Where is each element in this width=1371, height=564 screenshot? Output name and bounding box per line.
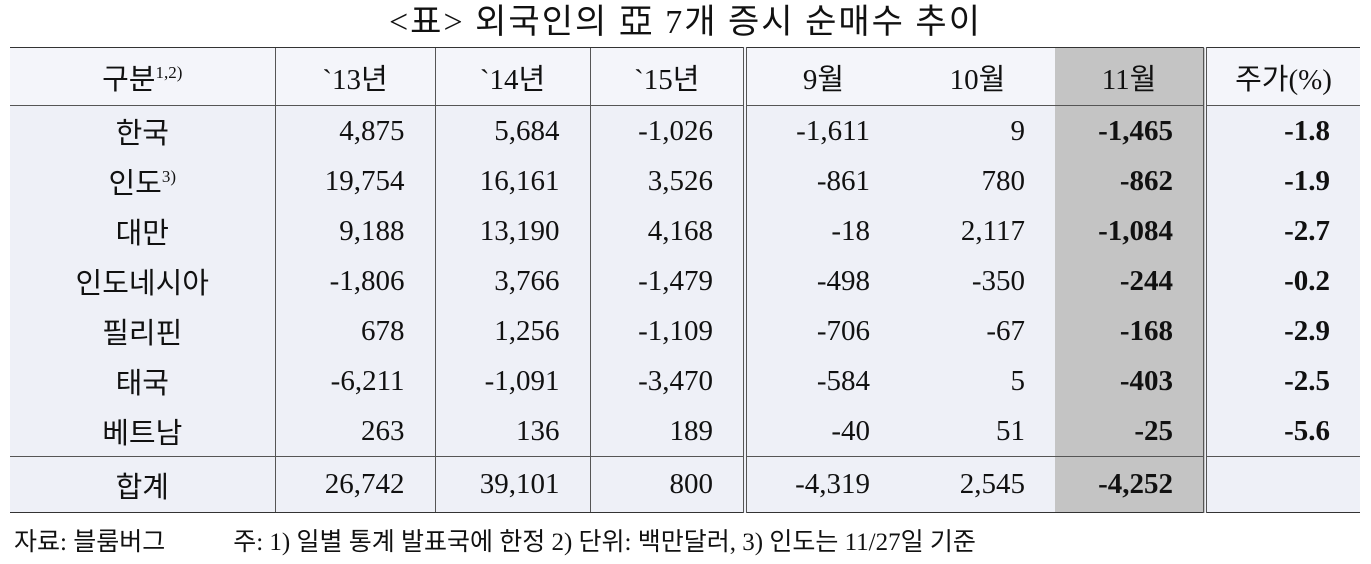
cell: -350 — [971, 264, 1025, 297]
cell: -168 — [1055, 306, 1205, 356]
cell: 주가(%) — [1203, 47, 1360, 106]
cell: -1,465 — [1055, 105, 1205, 156]
cell: -5.6 — [1203, 406, 1360, 457]
cell: 9월 — [743, 47, 900, 106]
cell: -1.8 — [1203, 105, 1360, 156]
cell: -1,611 — [743, 105, 900, 156]
cell: -6,211 — [274, 356, 435, 406]
cell: `13년 — [274, 47, 435, 106]
cell: 1,256 — [434, 306, 590, 356]
cell: -2.9 — [1203, 306, 1360, 356]
table-body: 구분1,2) `13년 `14년 `15년 9월 10월 11월 주가(%) 한국 4,875 5,… — [10, 47, 1360, 513]
label-text: 베트남 — [102, 418, 183, 450]
cell: -40 — [743, 406, 900, 457]
cell: -2.5 — [1203, 356, 1360, 406]
label-text: 필리핀 — [102, 318, 183, 350]
body-row: 태국 -6,211 -1,091 -3,470 -584 5 -403 -2.5 — [10, 356, 1360, 406]
row-label: 인도네시아 — [10, 256, 275, 306]
row-label: 대만 — [10, 206, 275, 256]
cell: 11월 — [1055, 47, 1205, 106]
label-text: 합계 — [115, 471, 169, 504]
body-row: 한국 4,875 5,684 -1,026 -1,611 9 -1,465 -1.8 — [10, 105, 1360, 157]
total-row: 합계 26,742 39,101 800 -4,319 2,545 -4,252 — [10, 456, 1360, 513]
cell: 51 — [996, 414, 1025, 447]
row-label: 태국 — [10, 356, 275, 406]
cell — [1203, 456, 1360, 513]
cell: -244 — [1055, 256, 1205, 306]
body-row: 인도3) 19,754 16,161 3,526 -861 780 -862 -1.9 — [10, 156, 1360, 206]
label-text: 인도 — [108, 168, 162, 200]
cell: 800 — [589, 456, 745, 513]
cell: -1,084 — [1055, 206, 1205, 256]
cell: -1,026 — [589, 105, 745, 156]
cell: -4,319 — [743, 456, 900, 513]
cell: -861 — [743, 156, 900, 206]
cell: -706 — [743, 306, 900, 356]
cell: 2,117 — [960, 214, 1025, 247]
cell: -3,470 — [589, 356, 745, 406]
cell: -25 — [1055, 406, 1205, 457]
cell: -1,109 — [589, 306, 745, 356]
cell: 2,545 — [900, 456, 1055, 513]
cell: -1,479 — [589, 256, 745, 306]
cell: 9 — [1010, 114, 1026, 147]
cell: -862 — [1055, 156, 1205, 206]
cell: -1,091 — [434, 356, 590, 406]
label-text: 구분 — [102, 63, 156, 96]
cell: 136 — [434, 406, 590, 457]
cell: `14년 — [434, 47, 590, 106]
label-text: 태국 — [115, 368, 169, 400]
cell: -0.2 — [1203, 256, 1360, 306]
cell: 26,742 — [274, 456, 435, 513]
cell: 9,188 — [274, 206, 435, 256]
label-text: 대만 — [115, 218, 169, 250]
cell: -1,806 — [274, 256, 435, 306]
cell: `15년 — [589, 47, 745, 106]
cell: 4,168 — [589, 206, 745, 256]
body-row: 인도네시아 -1,806 3,766 -1,479 -498 -350 -244 -0.2 — [10, 256, 1360, 306]
cell: -584 — [743, 356, 900, 406]
row-label: 인도3) — [10, 156, 275, 206]
cell: -2.7 — [1203, 206, 1360, 256]
footnote: 자료: 블룸버그 주: 1) 일별 통계 발표국에 한정 2) 단위: 백만달러,… — [14, 522, 976, 558]
title: <표> 외국인의 亞 7개 증시 순매수 추이 — [389, 4, 982, 41]
body-row: 대만 9,188 13,190 4,168 -18 2,117 -1,084 -2.7 — [10, 206, 1360, 256]
row-label: 한국 — [10, 106, 275, 157]
cell: 39,101 — [434, 456, 590, 513]
head-row: 구분1,2) `13년 `14년 `15년 9월 10월 11월 주가(%) — [10, 47, 1360, 106]
cell: 3,526 — [589, 156, 745, 206]
cell: -67 — [986, 314, 1025, 347]
notes: 주: 1) 일별 통계 발표국에 한정 2) 단위: 백만달러, 3) 인도는 … — [233, 529, 976, 556]
label-note: 3) — [161, 167, 177, 186]
label-note: 1,2) — [155, 62, 183, 82]
cell: 678 — [274, 306, 435, 356]
cell: 189 — [589, 406, 745, 457]
label-text: 인도네시아 — [75, 268, 209, 300]
cell: -1.9 — [1203, 156, 1360, 206]
cell: 10월 — [900, 47, 1055, 106]
body-row: 필리핀 678 1,256 -1,109 -706 -67 -168 -2.9 — [10, 306, 1360, 356]
cell: 13,190 — [434, 206, 590, 256]
data-table: 구분1,2) `13년 `14년 `15년 9월 10월 11월 주가(%) 한국 4,875 5,… — [10, 47, 1360, 513]
row-label: 베트남 — [10, 406, 275, 457]
source: 자료: 블룸버그 — [14, 529, 166, 556]
cell: -403 — [1055, 356, 1205, 406]
cell: -18 — [743, 206, 900, 256]
cell: 3,766 — [434, 256, 590, 306]
cell: -498 — [743, 256, 900, 306]
cell: 263 — [274, 406, 435, 457]
cell: 5 — [1010, 364, 1026, 397]
cell: 19,754 — [274, 156, 435, 206]
row-label: 필리핀 — [10, 306, 275, 356]
label-text: 한국 — [115, 118, 169, 150]
cell: 780 — [981, 164, 1026, 197]
row-label: 구분1,2) — [10, 47, 275, 106]
cell: -4,252 — [1055, 456, 1205, 513]
cell: 4,875 — [274, 105, 435, 156]
row-label: 합계 — [10, 456, 275, 513]
cell: 16,161 — [434, 156, 590, 206]
body-row: 베트남 263 136 189 -40 51 -25 -5.6 — [10, 406, 1360, 457]
cell: 5,684 — [434, 105, 590, 156]
